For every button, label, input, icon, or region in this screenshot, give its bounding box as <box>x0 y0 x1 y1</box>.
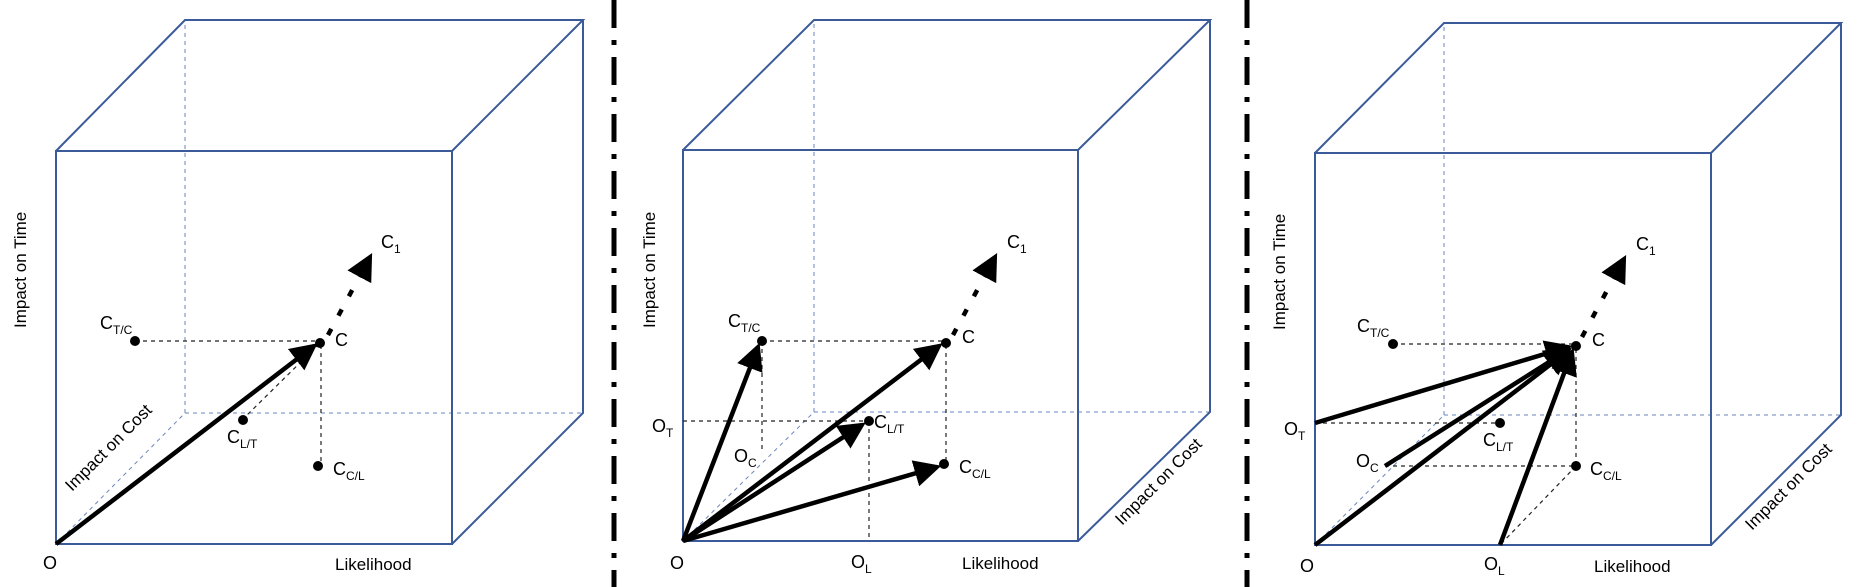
origin-label: O <box>43 553 57 573</box>
guide-ccl-ol <box>1499 465 1577 546</box>
point-c <box>941 338 951 348</box>
label-ccl: CC/L <box>1590 459 1622 483</box>
vector-o-ccl <box>682 460 942 544</box>
point-ccl <box>1571 461 1581 471</box>
point-ccl <box>939 459 949 469</box>
label-clt: CL/T <box>227 427 258 451</box>
label-ctc: CT/C <box>728 311 761 335</box>
point-clt <box>1495 418 1505 428</box>
label-ctc: CT/C <box>1357 316 1390 340</box>
x-axis-label: Likelihood <box>962 554 1039 573</box>
label-ctc: CT/C <box>100 313 133 337</box>
y-axis-label: Impact on Time <box>11 212 30 328</box>
vector-ot-c <box>1314 340 1573 426</box>
panel-2: Impact on Time Impact on Cost Likelihood… <box>640 19 1213 576</box>
x-axis-label: Likelihood <box>335 555 412 574</box>
point-clt <box>864 416 874 426</box>
vector-c-c1 <box>951 253 998 337</box>
point-clt <box>238 415 248 425</box>
cube <box>1314 22 1844 546</box>
label-ot: OT <box>1284 419 1306 443</box>
label-c: C <box>962 327 975 347</box>
y-axis-label: Impact on Time <box>1270 214 1289 330</box>
z-axis-label: Impact on Cost <box>1111 434 1205 528</box>
label-clt: CL/T <box>874 412 905 436</box>
label-c1: C1 <box>1636 234 1656 258</box>
vector-oc-c <box>1383 347 1572 468</box>
label-ol: OL <box>1484 554 1505 578</box>
label-c1: C1 <box>381 232 401 256</box>
label-c: C <box>1592 330 1605 350</box>
vector-ol-c <box>1497 347 1577 546</box>
vector-o-clt <box>681 422 866 543</box>
point-ctc <box>757 336 767 346</box>
label-c1: C1 <box>1007 232 1027 256</box>
point-ccl <box>313 461 323 471</box>
label-ccl: CC/L <box>959 457 991 481</box>
label-c: C <box>335 330 348 350</box>
vector-o-ctc <box>680 342 763 542</box>
z-axis-label: Impact on Cost <box>1741 439 1835 533</box>
label-ccl: CC/L <box>333 459 365 483</box>
vector-o-c <box>1313 348 1572 547</box>
origin-label: O <box>670 553 684 573</box>
label-ot: OT <box>652 416 674 440</box>
point-c <box>315 338 325 348</box>
label-ol: OL <box>851 552 872 576</box>
label-clt: CL/T <box>1483 430 1514 454</box>
vector-o-c <box>681 343 943 543</box>
vector-c-c1 <box>326 253 373 337</box>
label-oc: OC <box>734 446 757 470</box>
guide-clt-c <box>241 345 318 421</box>
panel-3: Impact on Time Impact on Cost Likelihood… <box>1270 22 1844 578</box>
cube <box>55 19 586 545</box>
vector-c-c1 <box>1580 255 1627 339</box>
point-ctc <box>1388 339 1398 349</box>
cube <box>682 19 1213 542</box>
point-ctc <box>130 336 140 346</box>
point-c <box>1571 341 1581 351</box>
origin-label: O <box>1300 556 1314 576</box>
vector-o-c <box>54 343 318 546</box>
x-axis-label: Likelihood <box>1594 557 1671 576</box>
label-oc: OC <box>1356 451 1379 475</box>
y-axis-label: Impact on Time <box>640 212 659 328</box>
panel-1: Impact on Time Impact on Cost Likelihood… <box>11 19 586 574</box>
